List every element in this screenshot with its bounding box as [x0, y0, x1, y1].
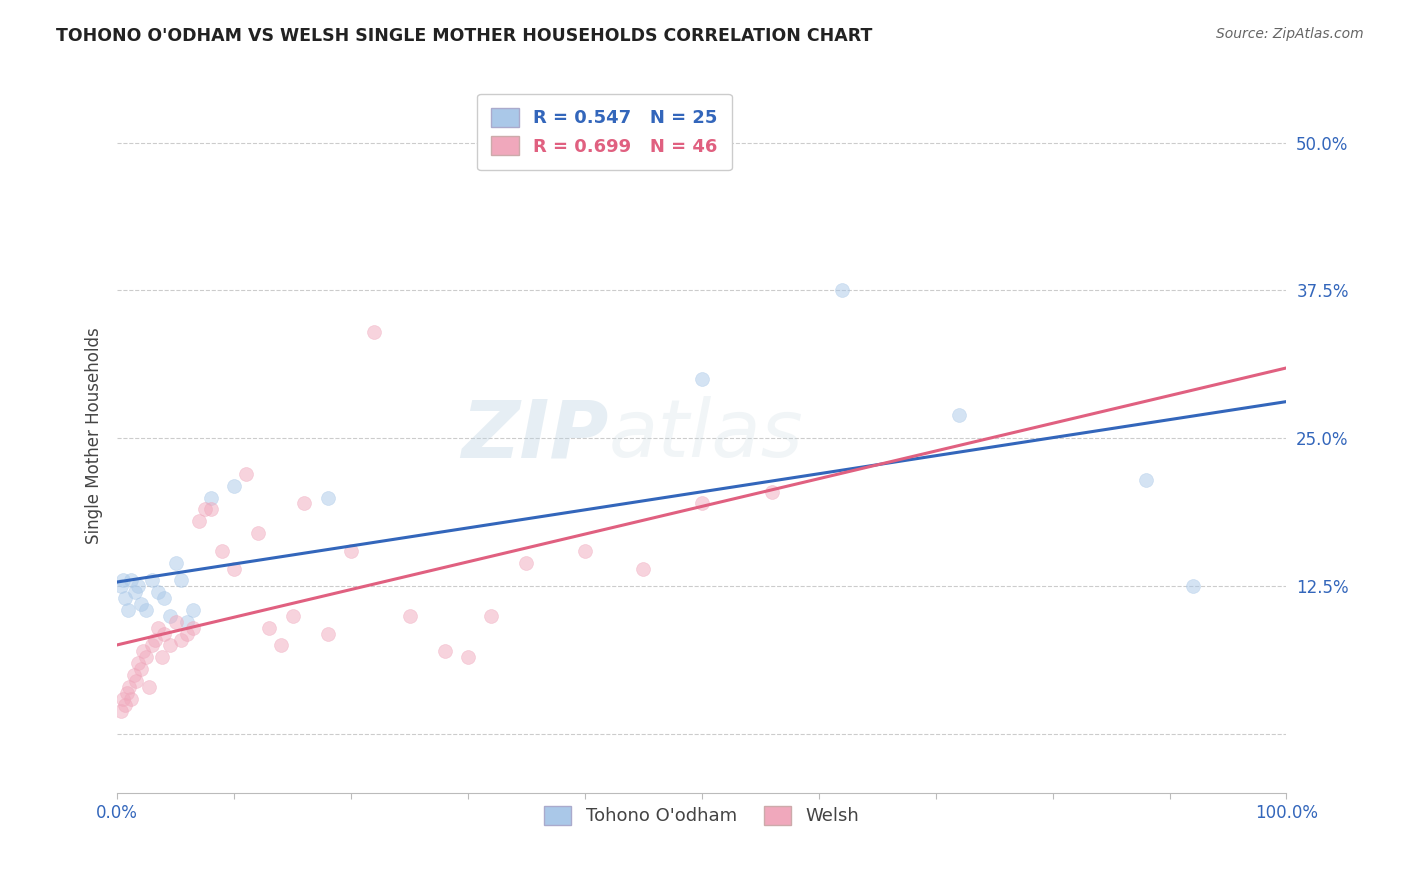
Point — [146, 621, 169, 635]
Point — [129, 662, 152, 676]
Point — [690, 372, 713, 386]
Point — [122, 668, 145, 682]
Point — [574, 543, 596, 558]
Point — [165, 556, 187, 570]
Point — [153, 591, 176, 606]
Point — [127, 579, 149, 593]
Point — [170, 632, 193, 647]
Point — [170, 574, 193, 588]
Point — [112, 691, 135, 706]
Point — [831, 284, 853, 298]
Point — [135, 603, 157, 617]
Point — [194, 502, 217, 516]
Point — [114, 591, 136, 606]
Point — [124, 585, 146, 599]
Point — [281, 608, 304, 623]
Text: ZIP: ZIP — [461, 396, 609, 475]
Point — [246, 526, 269, 541]
Point — [150, 650, 173, 665]
Point — [257, 621, 280, 635]
Point — [159, 608, 181, 623]
Point — [340, 543, 363, 558]
Point — [120, 691, 142, 706]
Point — [398, 608, 420, 623]
Point — [115, 686, 138, 700]
Point — [143, 632, 166, 647]
Point — [1181, 579, 1204, 593]
Point — [117, 603, 139, 617]
Point — [110, 579, 132, 593]
Point — [235, 467, 257, 481]
Point — [515, 556, 537, 570]
Point — [132, 644, 155, 658]
Point — [948, 408, 970, 422]
Point — [138, 680, 160, 694]
Point — [1135, 473, 1157, 487]
Point — [479, 608, 502, 623]
Point — [153, 626, 176, 640]
Text: Source: ZipAtlas.com: Source: ZipAtlas.com — [1216, 27, 1364, 41]
Point — [112, 574, 135, 588]
Point — [292, 496, 315, 510]
Point — [270, 639, 292, 653]
Point — [141, 574, 163, 588]
Point — [127, 656, 149, 670]
Point — [125, 673, 148, 688]
Text: TOHONO O'ODHAM VS WELSH SINGLE MOTHER HOUSEHOLDS CORRELATION CHART: TOHONO O'ODHAM VS WELSH SINGLE MOTHER HO… — [56, 27, 873, 45]
Point — [110, 704, 132, 718]
Point — [118, 680, 141, 694]
Y-axis label: Single Mother Households: Single Mother Households — [86, 327, 103, 544]
Point — [165, 615, 187, 629]
Point — [316, 626, 339, 640]
Point — [211, 543, 233, 558]
Point — [200, 491, 222, 505]
Legend: Tohono O'odham, Welsh: Tohono O'odham, Welsh — [536, 797, 869, 834]
Point — [224, 561, 246, 575]
Point — [633, 561, 655, 575]
Point — [176, 626, 198, 640]
Point — [188, 514, 211, 528]
Point — [316, 491, 339, 505]
Point — [176, 615, 198, 629]
Point — [135, 650, 157, 665]
Point — [457, 650, 479, 665]
Text: atlas: atlas — [609, 396, 803, 475]
Point — [181, 621, 204, 635]
Point — [181, 603, 204, 617]
Point — [433, 644, 456, 658]
Point — [120, 574, 142, 588]
Point — [224, 478, 246, 492]
Point — [159, 639, 181, 653]
Point — [129, 597, 152, 611]
Point — [761, 484, 783, 499]
Point — [146, 585, 169, 599]
Point — [690, 496, 713, 510]
Point — [141, 639, 163, 653]
Point — [200, 502, 222, 516]
Point — [363, 325, 385, 339]
Point — [114, 698, 136, 712]
